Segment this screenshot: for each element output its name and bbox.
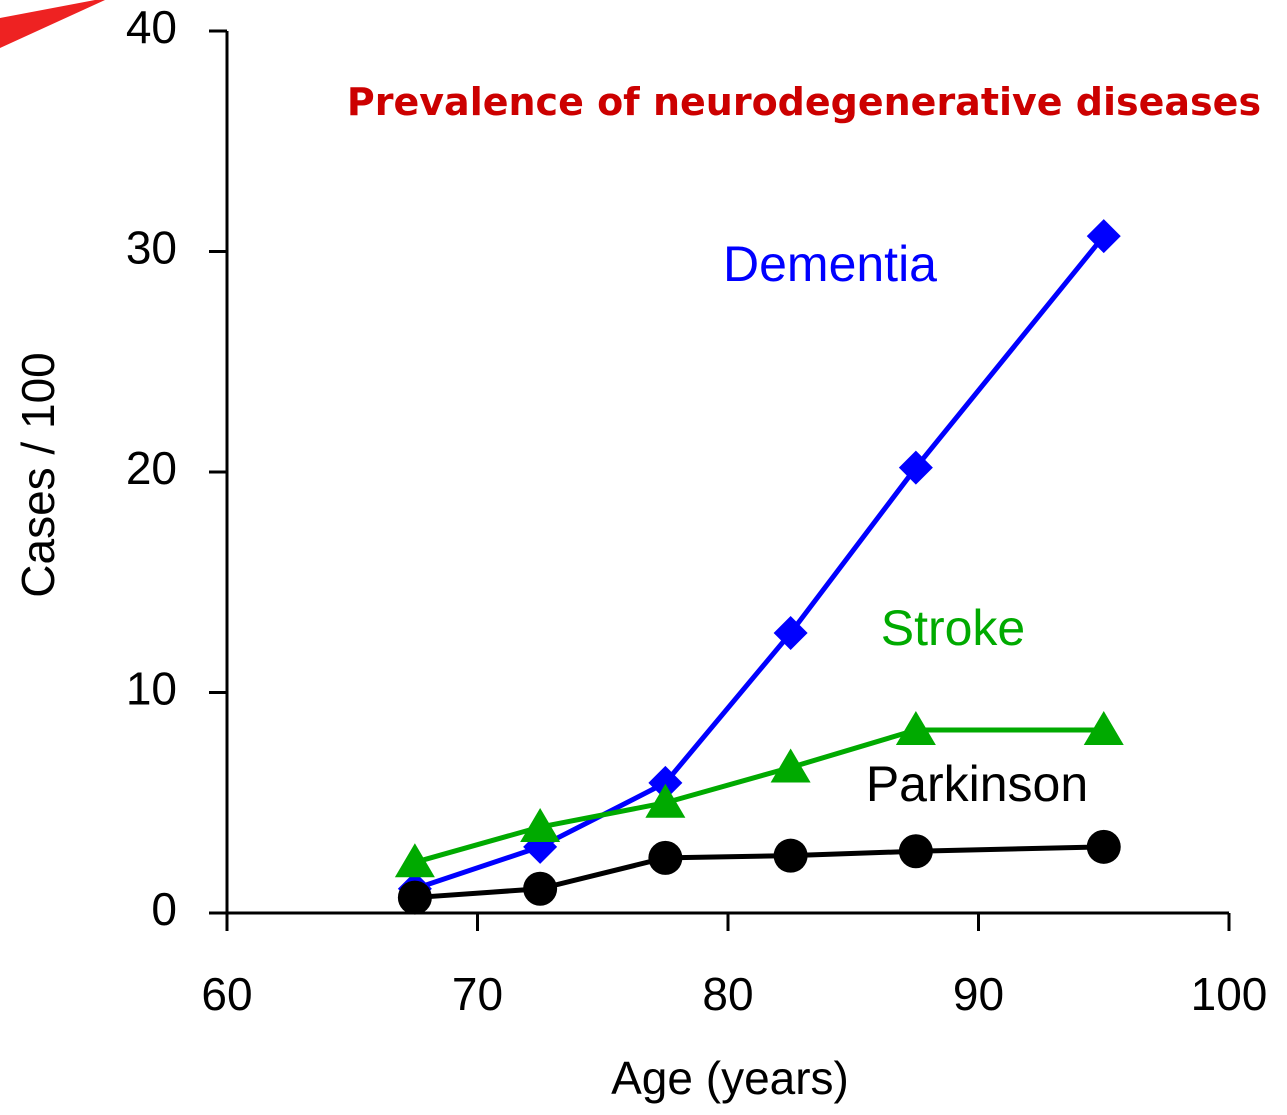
point [773, 838, 808, 873]
x-tick-label: 90 [953, 968, 1004, 1020]
point [648, 840, 683, 875]
point [645, 783, 686, 818]
point [1083, 710, 1124, 745]
point [773, 615, 808, 650]
y-tick-label: 0 [151, 883, 177, 935]
series-line [414, 844, 1104, 901]
series-label: Parkinson [866, 756, 1088, 812]
series-line [414, 727, 1104, 865]
point [898, 450, 933, 485]
point [1086, 219, 1121, 254]
point [520, 808, 561, 843]
point [394, 843, 435, 878]
series-label: Dementia [723, 236, 937, 292]
decoration [0, 0, 105, 48]
y-axis-label: Cases / 100 [12, 352, 64, 597]
y-tick-label: 20 [126, 442, 177, 494]
point [898, 834, 933, 869]
series-line [414, 234, 1106, 892]
point [397, 880, 432, 915]
point [648, 765, 683, 800]
x-tick-label: 80 [702, 968, 753, 1020]
point [770, 748, 811, 783]
x-axis-label: Age (years) [611, 1052, 849, 1104]
point [895, 710, 936, 745]
point [523, 871, 558, 906]
x-tick-label: 70 [452, 968, 503, 1020]
x-tick-label: 60 [201, 968, 252, 1020]
y-tick-label: 40 [126, 1, 177, 53]
series-label: Stroke [881, 600, 1026, 656]
chart-title: Prevalence of neurodegenerative diseases [346, 80, 1262, 124]
y-tick-label: 10 [126, 663, 177, 715]
point [1086, 829, 1121, 864]
x-tick-label: 100 [1191, 968, 1268, 1020]
y-tick-label: 30 [126, 222, 177, 274]
